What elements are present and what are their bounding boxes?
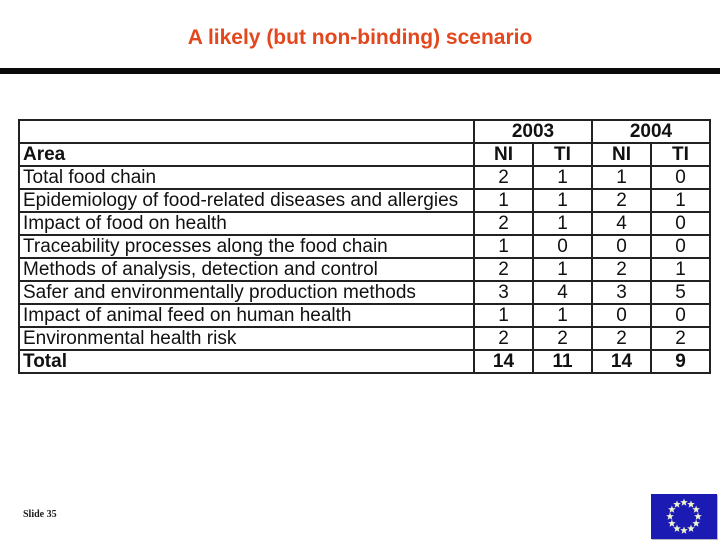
year-header-row: 2003 2004: [18, 119, 711, 144]
year-header-2004: 2004: [591, 119, 711, 144]
table-row: Epidemiology of food-related diseases an…: [18, 188, 711, 213]
total-row: Total 14 11 14 9: [18, 349, 711, 374]
value-cell: 0: [532, 234, 593, 259]
corner-cell: [18, 119, 475, 144]
value-cell: 1: [532, 188, 593, 213]
value-cell: 4: [591, 211, 652, 236]
value-cell: 3: [473, 280, 534, 305]
value-cell: 2: [591, 188, 652, 213]
slide-title: A likely (but non-binding) scenario: [187, 26, 533, 49]
year-header-2003: 2003: [473, 119, 593, 144]
value-cell: 2: [473, 211, 534, 236]
table-row: Safer and environmentally production met…: [18, 280, 711, 305]
value-cell: 0: [650, 303, 711, 328]
value-cell: 2: [473, 257, 534, 282]
value-cell: 2: [650, 326, 711, 351]
value-cell: 1: [650, 188, 711, 213]
column-header-row: Area NI TI NI TI: [18, 142, 711, 167]
value-cell: 1: [532, 303, 593, 328]
scenario-table: 2003 2004 Area NI TI NI TI Total food ch…: [18, 119, 711, 374]
value-cell: 1: [650, 257, 711, 282]
value-cell: 0: [591, 303, 652, 328]
value-cell: 1: [473, 234, 534, 259]
value-cell: 0: [650, 211, 711, 236]
area-cell: Traceability processes along the food ch…: [18, 234, 475, 259]
value-cell: 2: [532, 326, 593, 351]
table-row: Impact of food on health 2 1 4 0: [18, 211, 711, 236]
col-header-ni-2004: NI: [591, 142, 652, 167]
value-cell: 3: [591, 280, 652, 305]
total-label-cell: Total: [18, 349, 475, 374]
table-row: Environmental health risk 2 2 2 2: [18, 326, 711, 351]
value-cell: 1: [473, 303, 534, 328]
value-cell: 0: [591, 234, 652, 259]
table-row: Traceability processes along the food ch…: [18, 234, 711, 259]
value-cell: 2: [473, 165, 534, 190]
table-row: Total food chain 2 1 1 0: [18, 165, 711, 190]
title-divider-line: [0, 68, 720, 74]
area-cell: Impact of food on health: [18, 211, 475, 236]
value-cell: 1: [532, 257, 593, 282]
area-cell: Methods of analysis, detection and contr…: [18, 257, 475, 282]
value-cell: 5: [650, 280, 711, 305]
value-cell: 0: [650, 234, 711, 259]
area-cell: Total food chain: [18, 165, 475, 190]
total-value-cell: 11: [532, 349, 593, 374]
col-header-ti-2004: TI: [650, 142, 711, 167]
value-cell: 0: [650, 165, 711, 190]
slide-number-label: Slide 35: [23, 509, 57, 520]
area-header-cell: Area: [18, 142, 475, 167]
col-header-ni-2003: NI: [473, 142, 534, 167]
total-value-cell: 9: [650, 349, 711, 374]
area-cell: Impact of animal feed on human health: [18, 303, 475, 328]
value-cell: 1: [473, 188, 534, 213]
area-cell: Epidemiology of food-related diseases an…: [18, 188, 475, 213]
value-cell: 2: [591, 257, 652, 282]
value-cell: 2: [591, 326, 652, 351]
value-cell: 1: [532, 165, 593, 190]
eu-flag-icon: [651, 494, 717, 539]
total-value-cell: 14: [473, 349, 534, 374]
area-cell: Environmental health risk: [18, 326, 475, 351]
table-row: Methods of analysis, detection and contr…: [18, 257, 711, 282]
table-body: 2003 2004 Area NI TI NI TI Total food ch…: [18, 119, 711, 374]
value-cell: 2: [473, 326, 534, 351]
total-value-cell: 14: [591, 349, 652, 374]
col-header-ti-2003: TI: [532, 142, 593, 167]
value-cell: 1: [591, 165, 652, 190]
value-cell: 1: [532, 211, 593, 236]
table-row: Impact of animal feed on human health 1 1 0…: [18, 303, 711, 328]
area-cell: Safer and environmentally production met…: [18, 280, 475, 305]
value-cell: 4: [532, 280, 593, 305]
